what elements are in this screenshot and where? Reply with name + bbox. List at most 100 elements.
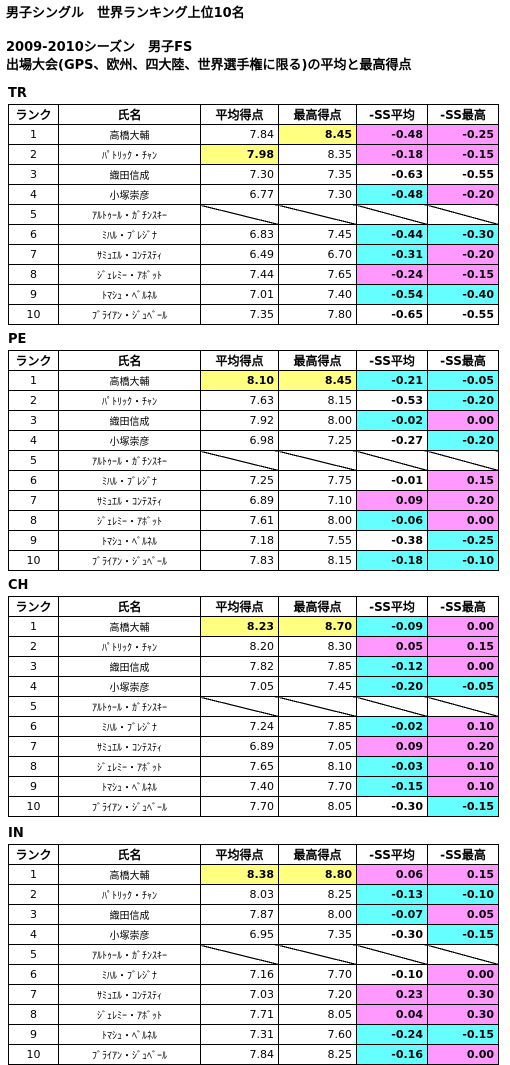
skater-name-cell: ﾌﾞﾗｲｱﾝ・ｼﾞｭﾍﾞｰﾙ [58, 796, 201, 817]
skater-name-cell: ﾐﾊﾙ・ﾌﾞﾚｼﾞﾅ [58, 470, 201, 491]
ssavg-cell: 0.05 [356, 636, 428, 657]
avg-cell: 7.25 [200, 470, 279, 491]
table-row: 3 織田信成 7.30 7.35 -0.63 -0.55 [8, 164, 499, 185]
max-cell: 7.70 [278, 964, 357, 985]
max-cell: 7.65 [278, 264, 357, 285]
skater-name-cell: ﾄﾏｼｭ・ﾍﾞﾙﾈﾙ [58, 530, 201, 551]
table-row: 1 高橋大輔 8.10 8.45 -0.21 -0.05 [8, 370, 499, 391]
ssmax-cell: -0.20 [427, 244, 499, 265]
empty-cell [278, 696, 357, 717]
ssavg-cell: -0.48 [356, 184, 428, 205]
table-row: 6 ﾐﾊﾙ・ﾌﾞﾚｼﾞﾅ 7.25 7.75 -0.01 0.15 [8, 470, 499, 491]
ssavg-cell: -0.02 [356, 716, 428, 737]
table-row: 5 ｱﾙﾄｩｰﾙ・ｶﾞﾁﾝｽｷｰ [8, 204, 499, 225]
column-header: ランク [8, 104, 59, 125]
avg-cell: 6.95 [200, 924, 279, 945]
empty-cell [278, 204, 357, 225]
ssmax-cell: -0.15 [427, 796, 499, 817]
column-header: 最高得点 [278, 596, 357, 617]
ssmax-cell: 0.20 [427, 736, 499, 757]
table-row: 3 織田信成 7.92 8.00 -0.02 0.00 [8, 410, 499, 431]
empty-cell [200, 204, 279, 225]
ssavg-cell: -0.10 [356, 964, 428, 985]
column-header: 平均得点 [200, 104, 279, 125]
column-header: -SS平均 [356, 844, 428, 865]
skater-name-cell: 小塚崇彦 [58, 924, 201, 945]
avg-cell: 6.98 [200, 430, 279, 451]
max-cell: 7.45 [278, 224, 357, 245]
max-cell: 8.30 [278, 636, 357, 657]
column-header: -SS最高 [427, 596, 499, 617]
ssmax-cell: 0.30 [427, 984, 499, 1005]
avg-cell: 7.35 [200, 304, 279, 325]
column-header: ランク [8, 350, 59, 371]
table-row: 9 ﾄﾏｼｭ・ﾍﾞﾙﾈﾙ 7.40 7.70 -0.15 0.10 [8, 776, 499, 797]
max-cell: 7.30 [278, 184, 357, 205]
ssavg-cell: -0.18 [356, 550, 428, 571]
rank-cell: 3 [8, 656, 59, 677]
ssavg-cell: -0.27 [356, 430, 428, 451]
rank-cell: 6 [8, 716, 59, 737]
table-header-row: ランク 氏名 平均得点 最高得点 -SS平均 -SS最高 [8, 596, 499, 617]
column-header: 平均得点 [200, 350, 279, 371]
rank-cell: 9 [8, 284, 59, 305]
ssavg-cell: -0.21 [356, 370, 428, 391]
table-header-row: ランク 氏名 平均得点 最高得点 -SS平均 -SS最高 [8, 350, 499, 371]
empty-cell [356, 944, 428, 965]
avg-cell: 7.82 [200, 656, 279, 677]
table-row: 9 ﾄﾏｼｭ・ﾍﾞﾙﾈﾙ 7.01 7.40 -0.54 -0.40 [8, 284, 499, 305]
section-label-pe: PE [8, 332, 27, 347]
column-header: -SS平均 [356, 104, 428, 125]
ssavg-cell: -0.44 [356, 224, 428, 245]
avg-cell: 6.77 [200, 184, 279, 205]
max-cell: 7.35 [278, 164, 357, 185]
rank-cell: 2 [8, 884, 59, 905]
skater-name-cell: 小塚崇彦 [58, 184, 201, 205]
avg-cell: 7.31 [200, 1024, 279, 1045]
max-cell: 7.80 [278, 304, 357, 325]
max-cell: 7.25 [278, 430, 357, 451]
rank-cell: 5 [8, 944, 59, 965]
ssavg-cell: -0.54 [356, 284, 428, 305]
ssmax-cell: -0.40 [427, 284, 499, 305]
empty-cell [200, 450, 279, 471]
skater-name-cell: 小塚崇彦 [58, 430, 201, 451]
page-title: 男子シングル 世界ランキング上位10名 [6, 6, 245, 21]
skater-name-cell: ﾊﾟﾄﾘｯｸ・ﾁｬﾝ [58, 390, 201, 411]
table-row: 10 ﾌﾞﾗｲｱﾝ・ｼﾞｭﾍﾞｰﾙ 7.83 8.15 -0.18 -0.10 [8, 550, 499, 571]
ssmax-cell: -0.20 [427, 390, 499, 411]
max-cell: 8.25 [278, 884, 357, 905]
ssmax-cell: -0.15 [427, 144, 499, 165]
ssavg-cell: 0.04 [356, 1004, 428, 1025]
rank-cell: 5 [8, 696, 59, 717]
avg-cell: 7.24 [200, 716, 279, 737]
ssmax-cell: -0.20 [427, 184, 499, 205]
table-header-row: ランク 氏名 平均得点 最高得点 -SS平均 -SS最高 [8, 844, 499, 865]
avg-cell: 7.70 [200, 796, 279, 817]
ssavg-cell: -0.31 [356, 244, 428, 265]
table-row: 7 ｻﾐｭｴﾙ・ｺﾝﾃｽﾃｨ 6.49 6.70 -0.31 -0.20 [8, 244, 499, 265]
skater-name-cell: ｼﾞｪﾚﾐｰ・ｱﾎﾞｯﾄ [58, 756, 201, 777]
column-header: 最高得点 [278, 104, 357, 125]
skater-name-cell: 高橋大輔 [58, 616, 201, 637]
column-header: 氏名 [58, 844, 201, 865]
column-header: ランク [8, 596, 59, 617]
rank-cell: 1 [8, 864, 59, 885]
rank-cell: 9 [8, 776, 59, 797]
ssavg-cell: -0.24 [356, 264, 428, 285]
avg-cell: 8.10 [200, 370, 279, 391]
rank-cell: 1 [8, 370, 59, 391]
avg-cell: 7.40 [200, 776, 279, 797]
skater-name-cell: ﾄﾏｼｭ・ﾍﾞﾙﾈﾙ [58, 776, 201, 797]
skater-name-cell: ﾌﾞﾗｲｱﾝ・ｼﾞｭﾍﾞｰﾙ [58, 304, 201, 325]
rank-cell: 4 [8, 924, 59, 945]
ssavg-cell: -0.20 [356, 676, 428, 697]
max-cell: 7.60 [278, 1024, 357, 1045]
avg-cell: 7.44 [200, 264, 279, 285]
ssavg-cell: 0.23 [356, 984, 428, 1005]
rank-cell: 3 [8, 904, 59, 925]
ssavg-cell: -0.01 [356, 470, 428, 491]
rank-cell: 7 [8, 490, 59, 511]
table-row: 6 ﾐﾊﾙ・ﾌﾞﾚｼﾞﾅ 7.24 7.85 -0.02 0.10 [8, 716, 499, 737]
ssmax-cell: -0.30 [427, 224, 499, 245]
